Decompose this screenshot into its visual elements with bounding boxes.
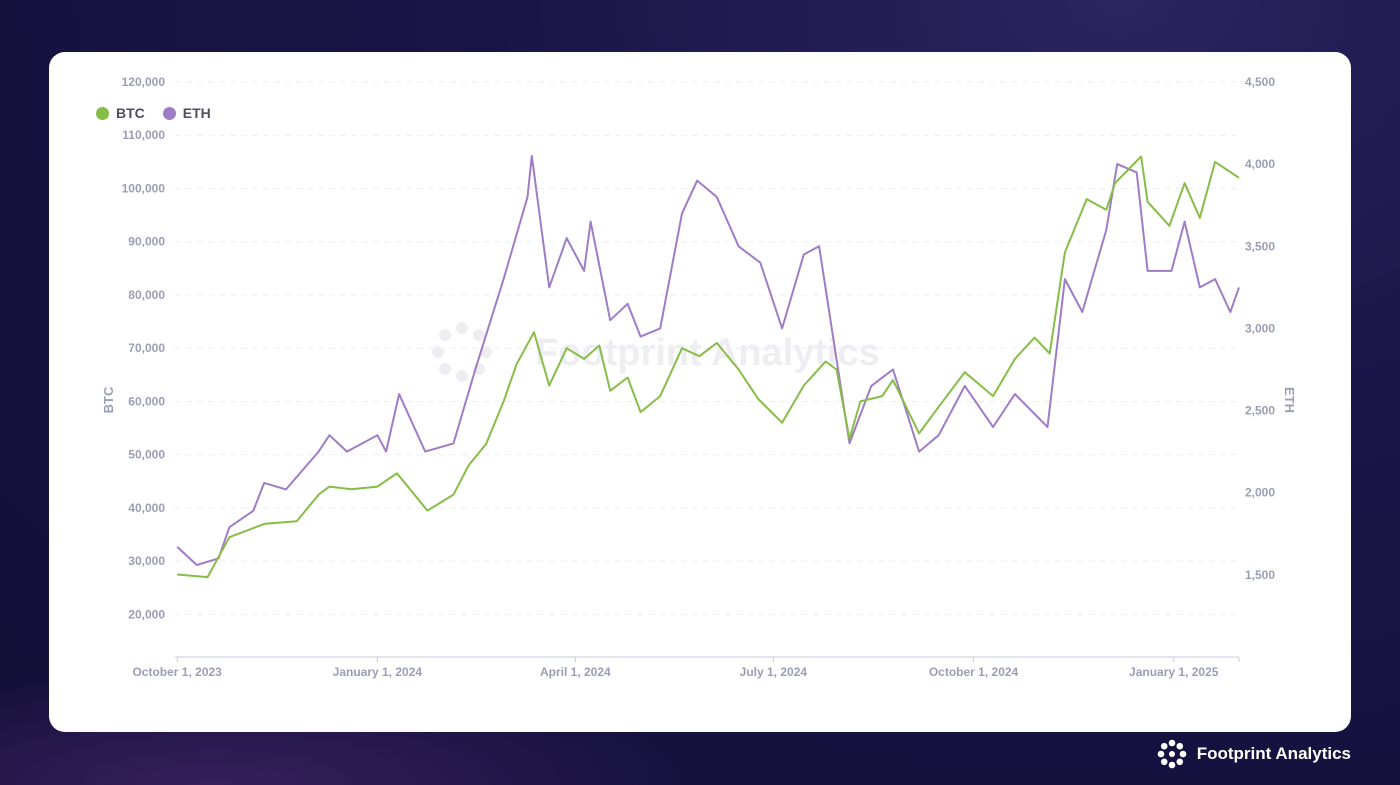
watermark-petal xyxy=(456,322,468,334)
left-axis-ticks: 20,000 30,000 40,000 50,000 60,000 70,000 80,0… xyxy=(122,75,166,621)
x-tick-label: April 1, 2024 xyxy=(540,665,611,679)
x-tick-label: January 1, 2025 xyxy=(1129,665,1219,679)
brand: Footprint Analytics xyxy=(1155,737,1351,771)
series-line-btc[interactable] xyxy=(177,155,1240,579)
legend-label-btc: BTC xyxy=(116,105,145,121)
logo-petal xyxy=(1176,758,1183,766)
right-axis-ticks: 1,500 2,000 2,500 3,000 3,500 4,000 4,500 xyxy=(1245,75,1275,582)
logo-center xyxy=(1168,751,1175,757)
watermark-petal xyxy=(480,346,492,358)
watermark-petal xyxy=(456,370,468,382)
logo-petal xyxy=(1179,750,1187,758)
footprint-logo-icon xyxy=(1157,739,1187,769)
left-tick-label: 20,000 xyxy=(128,607,165,621)
left-tick-label: 110,000 xyxy=(122,128,165,142)
right-tick-label: 1,500 xyxy=(1245,568,1275,582)
left-tick-label: 40,000 xyxy=(128,501,165,515)
series-lines xyxy=(176,154,1240,579)
legend-dot-eth xyxy=(162,106,176,120)
right-tick-label: 3,000 xyxy=(1245,321,1275,335)
logo-petal xyxy=(1160,742,1168,750)
watermark-text: Footprint Analytics xyxy=(535,332,880,374)
logo-petal xyxy=(1168,761,1176,769)
legend-item-btc[interactable]: BTC xyxy=(96,105,145,121)
logo-petal xyxy=(1176,742,1183,750)
left-tick-label: 70,000 xyxy=(128,341,165,355)
left-tick-label: 120,000 xyxy=(122,75,166,89)
left-tick-label: 80,000 xyxy=(128,288,165,302)
right-tick-label: 2,500 xyxy=(1245,404,1275,418)
right-tick-label: 2,000 xyxy=(1245,486,1275,500)
left-tick-label: 100,000 xyxy=(122,181,166,195)
left-tick-label: 50,000 xyxy=(128,448,165,462)
logo-petal xyxy=(1168,739,1176,747)
right-tick-label: 3,500 xyxy=(1245,239,1275,253)
x-axis: October 1, 2023 January 1, 2024 April 1, 2… xyxy=(132,656,1240,679)
line-chart: Footprint Analytics 20,000 30,000 40,000 50… xyxy=(101,75,1297,679)
legend-label-eth: ETH xyxy=(182,105,211,121)
watermark-petal xyxy=(432,346,444,358)
left-axis-title: BTC xyxy=(101,386,116,413)
x-tick-label: October 1, 2024 xyxy=(929,665,1019,679)
x-tick-label: July 1, 2024 xyxy=(740,665,808,679)
gridlines xyxy=(175,81,1239,615)
right-tick-label: 4,000 xyxy=(1245,157,1275,171)
left-tick-label: 30,000 xyxy=(128,554,165,568)
watermark: Footprint Analytics xyxy=(432,322,880,382)
series-line-eth[interactable] xyxy=(176,154,1240,566)
left-tick-label: 90,000 xyxy=(128,235,165,249)
logo-petal xyxy=(1160,758,1168,766)
watermark-petal xyxy=(439,362,452,375)
legend-dot-btc xyxy=(96,106,109,120)
chart-card: BTC ETH Footprint Analytics 20,000 30,000… xyxy=(49,52,1351,732)
legend-item-eth[interactable]: ETH xyxy=(162,105,211,121)
watermark-petal xyxy=(472,329,485,342)
x-tick-label: January 1, 2024 xyxy=(333,665,423,679)
brand-name: Footprint Analytics xyxy=(1196,744,1351,763)
right-tick-label: 4,500 xyxy=(1245,75,1275,89)
right-axis-title: ETH xyxy=(1282,387,1297,413)
logo-petal xyxy=(1157,750,1165,758)
left-tick-label: 60,000 xyxy=(128,394,165,408)
legend: BTC ETH xyxy=(96,105,211,121)
x-tick-label: October 1, 2023 xyxy=(132,665,222,679)
watermark-petal xyxy=(439,329,452,342)
